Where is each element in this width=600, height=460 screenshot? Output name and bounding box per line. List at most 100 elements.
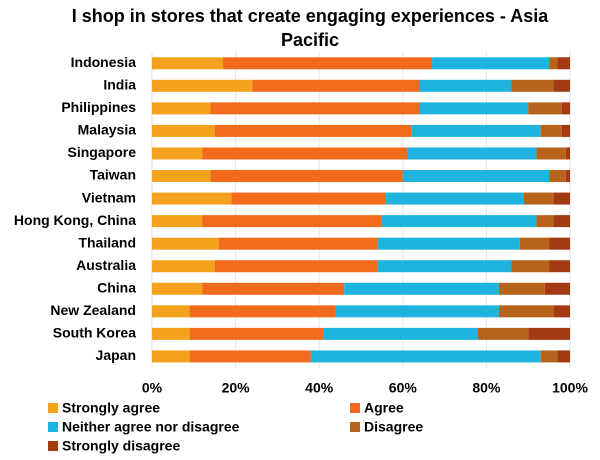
y-tick-label: Philippines	[61, 99, 136, 115]
bar-segment	[519, 237, 550, 250]
bar-segment	[553, 192, 570, 205]
bar-segment	[152, 327, 190, 340]
bar-segment	[152, 215, 203, 228]
bar-segment	[498, 282, 545, 295]
bar-segment	[189, 305, 336, 318]
bar-segment	[202, 282, 345, 295]
y-tick-label: Singapore	[68, 144, 137, 160]
bar-segment	[210, 170, 403, 183]
x-tick-label: 40%	[305, 379, 334, 395]
bar-segment	[381, 215, 537, 228]
bar-segment	[152, 260, 215, 273]
legend-label: Strongly agree	[62, 400, 160, 416]
legend-label: Neither agree nor disagree	[62, 419, 240, 435]
bar-segment	[557, 57, 570, 70]
bar-segment	[323, 327, 479, 340]
bar-segment	[189, 350, 311, 363]
chart-title: I shop in stores that create engaging ex…	[71, 6, 549, 50]
bar-segment	[223, 57, 433, 70]
bar-segment	[511, 260, 550, 273]
bar-segment	[565, 170, 570, 183]
y-tick-label: South Korea	[53, 325, 136, 341]
bar-segment	[252, 79, 420, 92]
y-tick-label: New Zealand	[50, 302, 136, 318]
bar-segment	[419, 102, 529, 115]
bar-segment	[152, 79, 253, 92]
bar-segment	[549, 260, 570, 273]
bar-segment	[406, 147, 537, 160]
legend-label: Agree	[364, 400, 404, 416]
bar-segment	[152, 350, 190, 363]
bar-segment	[549, 237, 570, 250]
y-tick-label: Thailand	[78, 234, 136, 250]
bar-segment	[411, 124, 541, 137]
bar-segment	[432, 57, 550, 70]
bar-segment	[386, 192, 525, 205]
legend-swatch	[48, 422, 58, 432]
bar-segment	[478, 327, 529, 340]
bar-segment	[549, 170, 566, 183]
bar-segment	[377, 237, 520, 250]
legend-swatch	[48, 403, 58, 413]
bar-segment	[540, 350, 558, 363]
y-tick-label: China	[97, 279, 136, 295]
bar-segment	[553, 79, 570, 92]
bar-segment	[544, 282, 570, 295]
bar-segment	[528, 327, 570, 340]
y-tick-label: Malaysia	[78, 122, 137, 138]
bar-segment	[152, 282, 203, 295]
y-tick-label: Australia	[76, 257, 136, 273]
bar-segment	[202, 215, 382, 228]
legend-swatch	[350, 403, 360, 413]
bar-segment	[218, 237, 378, 250]
bar-segment	[231, 192, 387, 205]
bar-segment	[524, 192, 554, 205]
bar-segment	[152, 305, 190, 318]
bar-segment	[214, 124, 412, 137]
bar-segment	[214, 260, 378, 273]
bar-segment	[152, 147, 203, 160]
bar-segment	[210, 102, 420, 115]
bar-segment	[553, 305, 570, 318]
bar-segment	[536, 147, 566, 160]
bar-segment	[549, 57, 558, 70]
bar-segment	[536, 215, 554, 228]
bar-segment	[152, 102, 211, 115]
legend-swatch	[48, 441, 58, 451]
y-tick-label: Vietnam	[82, 189, 136, 205]
bar-segment	[419, 79, 512, 92]
bar-segment	[377, 260, 512, 273]
bar-segment	[152, 124, 215, 137]
bar-segment	[540, 124, 562, 137]
bar-segment	[152, 57, 224, 70]
y-tick-label: Indonesia	[71, 54, 137, 70]
x-tick-label: 20%	[222, 379, 251, 395]
legend-swatch	[350, 422, 360, 432]
y-tick-label: Japan	[96, 347, 136, 363]
legend-label: Disagree	[364, 419, 423, 435]
x-tick-label: 60%	[389, 379, 418, 395]
bar-segment	[402, 170, 550, 183]
bar-segment	[152, 192, 232, 205]
bar-segment	[511, 79, 554, 92]
y-tick-label: India	[103, 77, 136, 93]
y-tick-label: Taiwan	[90, 167, 136, 183]
bar-segment	[557, 350, 570, 363]
bar-segment	[202, 147, 407, 160]
bar-segment	[565, 147, 570, 160]
bar-segment	[528, 102, 562, 115]
x-tick-label: 100%	[552, 379, 588, 395]
bar-segment	[335, 305, 499, 318]
y-tick-label: Hong Kong, China	[14, 212, 136, 228]
bar-segment	[152, 170, 211, 183]
bar-segment	[152, 237, 219, 250]
bar-segment	[189, 327, 324, 340]
legend-label: Strongly disagree	[62, 438, 180, 454]
bar-segment	[561, 124, 570, 137]
bar-segment	[498, 305, 554, 318]
bar-segment	[310, 350, 541, 363]
bar-segment	[553, 215, 570, 228]
x-tick-label: 0%	[142, 379, 163, 395]
